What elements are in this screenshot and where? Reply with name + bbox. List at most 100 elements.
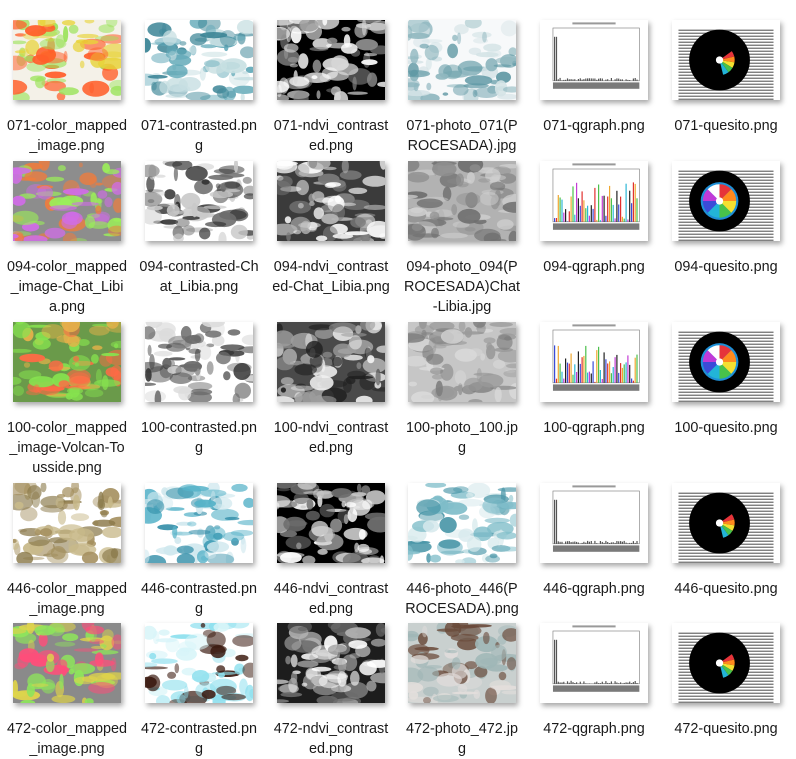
thumbnail-frame	[664, 10, 788, 110]
file-item[interactable]: 446-photo_446(PROCESADA).png	[400, 473, 524, 619]
thumbnail-image	[277, 322, 385, 402]
file-item[interactable]: 071-qgraph.png	[532, 10, 656, 136]
file-item[interactable]: 100-photo_100.jpg	[400, 312, 524, 458]
file-item[interactable]: 094-color_mapped_image-Chat_Libia.png	[5, 151, 129, 317]
thumbnail-frame	[5, 613, 129, 713]
file-item[interactable]: 446-contrasted.png	[137, 473, 261, 619]
thumbnail-image	[13, 20, 121, 100]
image-thumbnail	[13, 20, 121, 100]
file-name: 094-ndvi_contrasted-Chat_Libia.png	[269, 257, 393, 297]
thumbnail-frame	[532, 151, 656, 251]
thumbnail-frame	[400, 10, 524, 110]
image-thumbnail	[13, 161, 121, 241]
file-item[interactable]: 446-ndvi_contrasted.png	[269, 473, 393, 619]
file-item[interactable]: 446-quesito.png	[664, 473, 788, 599]
file-name: 472-photo_472.jpg	[400, 719, 524, 759]
thumbnail-frame	[269, 473, 393, 573]
file-name: 472-ndvi_contrasted.png	[269, 719, 393, 759]
file-item[interactable]: 472-color_mapped_image.png	[5, 613, 129, 759]
file-item[interactable]: 100-contrasted.png	[137, 312, 261, 458]
image-thumbnail	[277, 20, 385, 100]
image-thumbnail	[277, 623, 385, 703]
file-name: 100-qgraph.png	[532, 418, 656, 438]
file-item[interactable]: 071-color_mapped_image.png	[5, 10, 129, 156]
file-item[interactable]: 094-ndvi_contrasted-Chat_Libia.png	[269, 151, 393, 297]
file-name: 100-photo_100.jpg	[400, 418, 524, 458]
file-item[interactable]: 472-photo_472.jpg	[400, 613, 524, 759]
image-thumbnail	[277, 483, 385, 563]
image-thumbnail	[145, 623, 253, 703]
thumbnail-image	[540, 322, 648, 402]
file-name: 071-qgraph.png	[532, 116, 656, 136]
file-item[interactable]: 094-contrasted-Chat_Libia.png	[137, 151, 261, 297]
thumbnail-image	[672, 161, 780, 241]
thumbnail-frame	[664, 312, 788, 412]
pie-chart-thumbnail	[672, 623, 780, 703]
thumbnail-frame	[137, 10, 261, 110]
file-item[interactable]: 446-color_mapped_image.png	[5, 473, 129, 619]
file-name: 446-quesito.png	[664, 579, 788, 599]
thumbnail-frame	[400, 151, 524, 251]
file-item[interactable]: 472-quesito.png	[664, 613, 788, 739]
file-name: 071-ndvi_contrasted.png	[269, 116, 393, 156]
image-thumbnail	[277, 322, 385, 402]
file-name: 472-color_mapped_image.png	[5, 719, 129, 759]
file-item[interactable]: 100-quesito.png	[664, 312, 788, 438]
pie-chart-thumbnail	[672, 20, 780, 100]
file-name: 472-quesito.png	[664, 719, 788, 739]
file-name: 094-quesito.png	[664, 257, 788, 277]
file-name: 094-color_mapped_image-Chat_Libia.png	[5, 257, 129, 317]
image-thumbnail	[408, 322, 516, 402]
image-thumbnail	[277, 161, 385, 241]
file-name: 100-ndvi_contrasted.png	[269, 418, 393, 458]
file-name: 100-contrasted.png	[137, 418, 261, 458]
thumbnail-image	[672, 623, 780, 703]
thumbnail-image	[408, 20, 516, 100]
thumbnail-image	[408, 161, 516, 241]
file-item[interactable]: 094-qgraph.png	[532, 151, 656, 277]
file-item[interactable]: 094-photo_094(PROCESADA)Chat-Libia.jpg	[400, 151, 524, 317]
file-item[interactable]: 446-qgraph.png	[532, 473, 656, 599]
image-thumbnail	[145, 20, 253, 100]
thumbnail-frame	[5, 151, 129, 251]
file-name: 071-photo_071(PROCESADA).jpg	[400, 116, 524, 156]
thumbnail-image	[13, 483, 121, 563]
thumbnail-image	[540, 161, 648, 241]
image-thumbnail	[408, 483, 516, 563]
thumbnail-image	[408, 623, 516, 703]
thumbnail-image	[408, 322, 516, 402]
thumbnail-image	[408, 483, 516, 563]
file-name: 472-contrasted.png	[137, 719, 261, 759]
image-thumbnail	[408, 623, 516, 703]
thumbnail-image	[672, 483, 780, 563]
file-item[interactable]: 071-photo_071(PROCESADA).jpg	[400, 10, 524, 156]
thumbnail-image	[277, 483, 385, 563]
file-name: 094-qgraph.png	[532, 257, 656, 277]
pie-chart-thumbnail	[672, 483, 780, 563]
file-item[interactable]: 100-color_mapped_image-Volcan-Tousside.p…	[5, 312, 129, 478]
file-item[interactable]: 472-ndvi_contrasted.png	[269, 613, 393, 759]
file-item[interactable]: 472-contrasted.png	[137, 613, 261, 759]
thumbnail-frame	[137, 151, 261, 251]
file-item[interactable]: 472-qgraph.png	[532, 613, 656, 739]
thumbnail-image	[13, 322, 121, 402]
thumbnail-frame	[400, 312, 524, 412]
thumbnail-frame	[532, 613, 656, 713]
file-name: 071-contrasted.png	[137, 116, 261, 156]
file-item[interactable]: 071-quesito.png	[664, 10, 788, 136]
file-item[interactable]: 071-contrasted.png	[137, 10, 261, 156]
thumbnail-image	[672, 322, 780, 402]
histogram-thumbnail	[540, 623, 648, 703]
pie-chart-thumbnail	[672, 322, 780, 402]
file-name: 472-qgraph.png	[532, 719, 656, 739]
thumbnail-frame	[664, 151, 788, 251]
file-item[interactable]: 094-quesito.png	[664, 151, 788, 277]
file-item[interactable]: 100-qgraph.png	[532, 312, 656, 438]
file-name: 094-photo_094(PROCESADA)Chat-Libia.jpg	[400, 257, 524, 317]
file-item[interactable]: 100-ndvi_contrasted.png	[269, 312, 393, 458]
thumbnail-frame	[664, 613, 788, 713]
thumbnail-image	[13, 623, 121, 703]
thumbnail-image	[540, 623, 648, 703]
file-item[interactable]: 071-ndvi_contrasted.png	[269, 10, 393, 156]
